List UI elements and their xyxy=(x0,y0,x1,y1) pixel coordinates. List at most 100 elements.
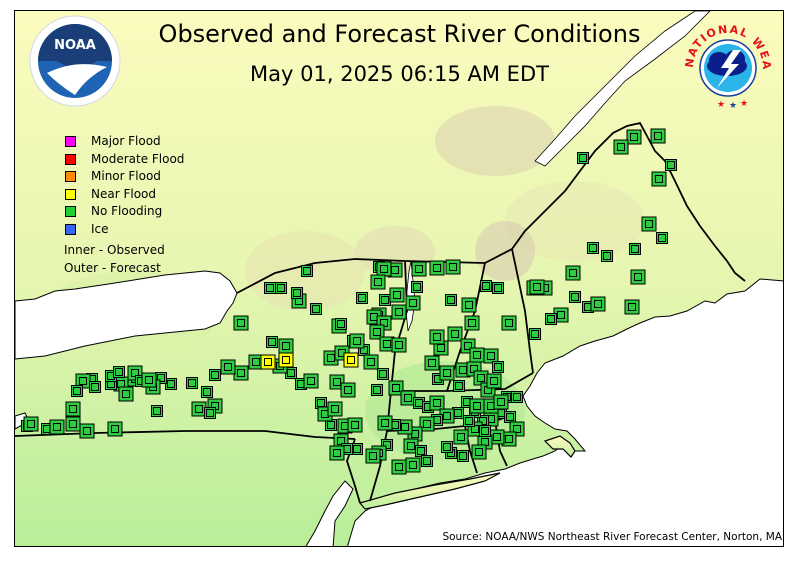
gauge-marker[interactable] xyxy=(601,250,613,262)
gauge-marker[interactable] xyxy=(388,380,404,396)
gauge-marker[interactable] xyxy=(220,359,236,375)
gauge-marker[interactable] xyxy=(463,415,475,427)
gauge-marker[interactable] xyxy=(590,296,606,312)
gauge-marker[interactable] xyxy=(278,338,294,354)
gauge-marker[interactable] xyxy=(511,391,523,403)
gauge-marker[interactable] xyxy=(445,259,461,275)
gauge-marker[interactable] xyxy=(577,152,589,164)
gauge-marker[interactable] xyxy=(460,338,476,354)
gauge-marker[interactable] xyxy=(489,429,505,445)
gauge-marker[interactable] xyxy=(165,378,177,390)
gauge-marker[interactable] xyxy=(447,326,463,342)
gauge-marker[interactable] xyxy=(587,242,599,254)
gauge-marker[interactable] xyxy=(65,401,81,417)
gauge-marker[interactable] xyxy=(377,368,389,380)
gauge-marker[interactable] xyxy=(107,421,123,437)
gauge-marker[interactable] xyxy=(480,280,492,292)
gauge-marker[interactable] xyxy=(381,439,393,451)
gauge-marker[interactable] xyxy=(266,336,278,348)
gauge-marker[interactable] xyxy=(405,457,421,473)
gauge-marker[interactable] xyxy=(201,386,213,398)
gauge-marker[interactable] xyxy=(23,416,39,432)
gauge-marker[interactable] xyxy=(656,232,668,244)
gauge-marker[interactable] xyxy=(391,304,407,320)
gauge-marker[interactable] xyxy=(613,139,629,155)
gauge-marker[interactable] xyxy=(233,365,249,381)
gauge-marker[interactable] xyxy=(486,373,502,389)
gauge-marker[interactable] xyxy=(389,287,405,303)
gauge-marker[interactable] xyxy=(118,386,134,402)
gauge-marker[interactable] xyxy=(365,448,381,464)
gauge-marker-near-flood[interactable] xyxy=(278,352,294,368)
gauge-marker[interactable] xyxy=(327,401,343,417)
gauge-marker[interactable] xyxy=(529,279,545,295)
gauge-marker[interactable] xyxy=(493,394,509,410)
gauge-marker[interactable] xyxy=(351,443,363,455)
gauge-marker[interactable] xyxy=(419,416,435,432)
gauge-marker[interactable] xyxy=(629,243,641,255)
gauge-marker[interactable] xyxy=(400,390,416,406)
gauge-marker[interactable] xyxy=(301,265,313,277)
gauge-marker[interactable] xyxy=(370,274,386,290)
gauge-marker[interactable] xyxy=(233,315,249,331)
gauge-marker[interactable] xyxy=(335,318,347,330)
gauge-marker[interactable] xyxy=(501,315,517,331)
gauge-marker[interactable] xyxy=(501,431,517,447)
gauge-marker[interactable] xyxy=(504,411,516,423)
gauge-marker[interactable] xyxy=(453,429,469,445)
gauge-marker[interactable] xyxy=(291,287,303,299)
gauge-marker-near-flood[interactable] xyxy=(260,354,276,370)
gauge-marker[interactable] xyxy=(457,450,469,462)
gauge-marker[interactable] xyxy=(424,355,440,371)
gauge-marker[interactable] xyxy=(415,445,427,457)
gauge-marker[interactable] xyxy=(565,265,581,281)
gauge-marker[interactable] xyxy=(429,395,445,411)
gauge-marker[interactable] xyxy=(191,401,207,417)
gauge-marker[interactable] xyxy=(469,347,485,363)
gauge-marker[interactable] xyxy=(630,269,646,285)
gauge-marker[interactable] xyxy=(665,159,677,171)
gauge-marker[interactable] xyxy=(141,372,157,388)
gauge-marker[interactable] xyxy=(650,128,666,144)
gauge-marker[interactable] xyxy=(441,441,453,453)
gauge-marker[interactable] xyxy=(483,348,499,364)
gauge-marker[interactable] xyxy=(204,407,216,419)
gauge-marker[interactable] xyxy=(113,366,125,378)
gauge-marker[interactable] xyxy=(626,129,642,145)
gauge-marker[interactable] xyxy=(356,292,368,304)
gauge-marker[interactable] xyxy=(377,415,393,431)
gauge-marker[interactable] xyxy=(186,377,198,389)
gauge-marker[interactable] xyxy=(529,328,541,340)
gauge-marker[interactable] xyxy=(151,405,163,417)
gauge-marker[interactable] xyxy=(624,299,640,315)
gauge-marker[interactable] xyxy=(429,329,445,345)
gauge-marker[interactable] xyxy=(379,294,391,306)
gauge-marker[interactable] xyxy=(89,381,101,393)
gauge-marker[interactable] xyxy=(71,385,83,397)
gauge-marker[interactable] xyxy=(569,291,581,303)
gauge-marker[interactable] xyxy=(303,373,319,389)
gauge-marker[interactable] xyxy=(461,297,477,313)
gauge-marker[interactable] xyxy=(340,382,356,398)
gauge-marker[interactable] xyxy=(439,365,455,381)
gauge-marker[interactable] xyxy=(464,315,480,331)
gauge-marker[interactable] xyxy=(376,261,392,277)
gauge-marker[interactable] xyxy=(65,416,81,432)
gauge-marker[interactable] xyxy=(371,384,383,396)
gauge-marker[interactable] xyxy=(469,398,485,414)
gauge-marker[interactable] xyxy=(453,380,465,392)
gauge-marker[interactable] xyxy=(310,303,322,315)
gauge-marker[interactable] xyxy=(329,445,345,461)
gauge-marker[interactable] xyxy=(405,295,421,311)
gauge-marker[interactable] xyxy=(49,419,65,435)
gauge-marker[interactable] xyxy=(391,337,407,353)
gauge-marker[interactable] xyxy=(264,282,276,294)
gauge-marker[interactable] xyxy=(347,417,363,433)
gauge-marker[interactable] xyxy=(363,354,379,370)
gauge-marker[interactable] xyxy=(391,459,407,475)
gauge-marker[interactable] xyxy=(492,361,504,373)
gauge-marker[interactable] xyxy=(79,423,95,439)
gauge-marker[interactable] xyxy=(641,216,657,232)
gauge-marker[interactable] xyxy=(275,282,287,294)
gauge-marker[interactable] xyxy=(429,260,445,276)
